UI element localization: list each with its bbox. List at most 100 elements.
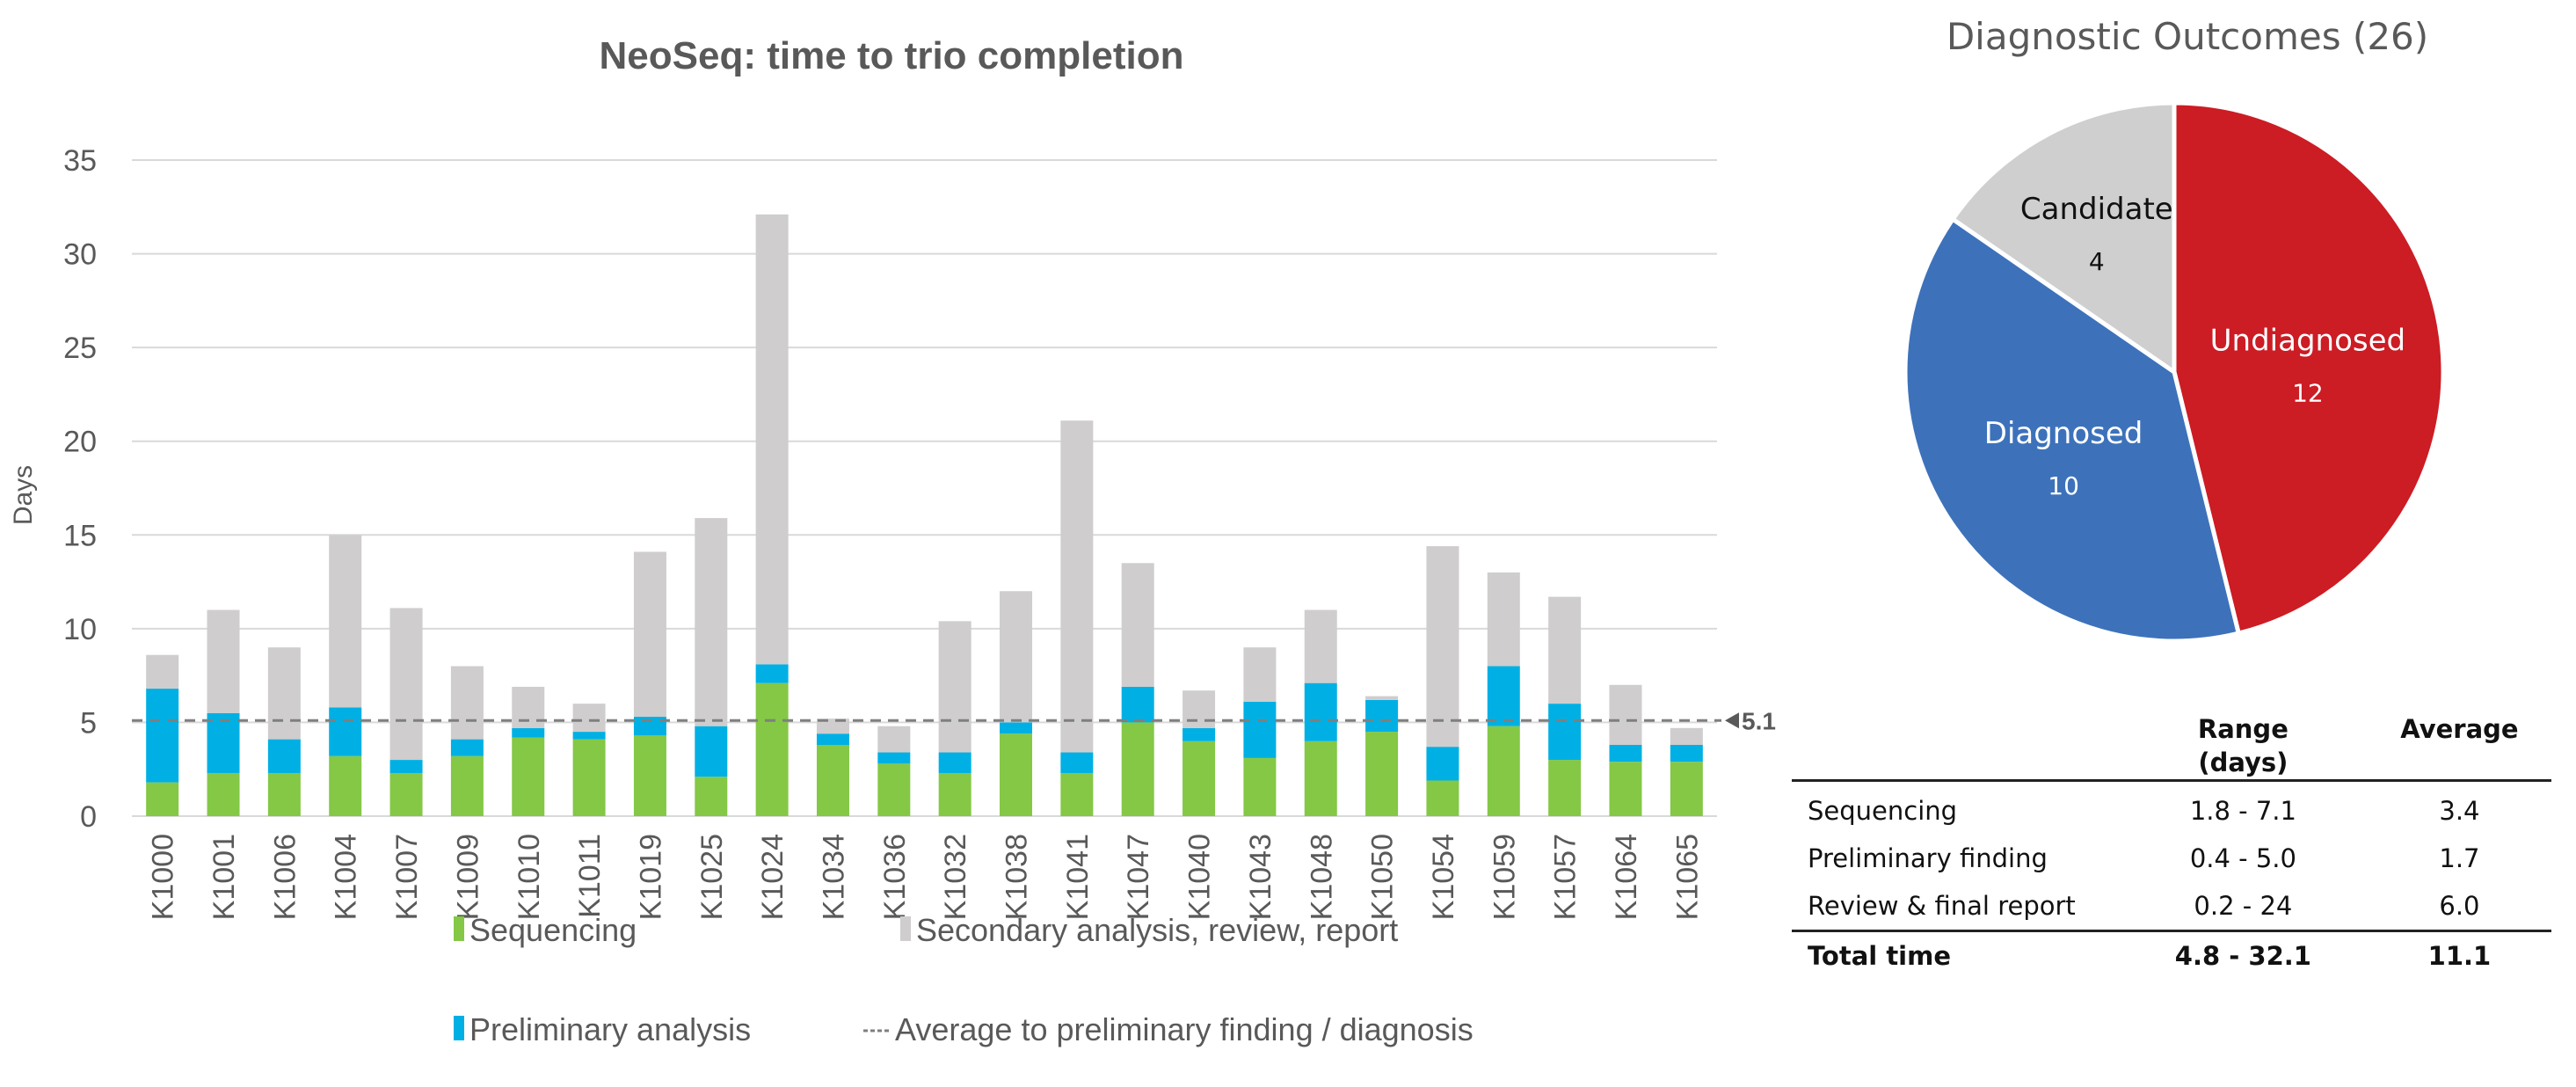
bar-segment-sequencing: [1304, 740, 1337, 816]
average-line: 5.1: [132, 707, 1776, 734]
bar-segment-sequencing: [755, 682, 789, 816]
bar-segment-secondary-analysis-review-report: [1182, 690, 1216, 728]
header-blank: [1792, 712, 2119, 782]
bar-segment-secondary-analysis-review-report: [329, 535, 362, 708]
bar-segment-sequencing: [1487, 726, 1520, 816]
bar-segment-sequencing: [329, 755, 362, 816]
table-row: Sequencing 1.8 - 7.1 3.4: [1792, 781, 2551, 835]
pie-chart: Undiagnosed 12 Diagnosed 10 Candidate 4: [1903, 100, 2446, 644]
x-tick-label: K1065: [1670, 834, 1704, 920]
triangle-marker-icon: [1725, 712, 1739, 729]
y-tick-label: 10: [63, 613, 97, 646]
bar-segment-secondary-analysis-review-report: [1000, 591, 1033, 723]
x-tick-label: K1054: [1427, 834, 1460, 920]
bar-segment-preliminary-analysis: [572, 732, 606, 740]
pie-slice-label: Diagnosed: [1984, 416, 2143, 451]
legend-label: Secondary analysis, review, report: [916, 912, 1398, 948]
bar-segment-sequencing: [877, 763, 911, 816]
bar-segment-secondary-analysis-review-report: [938, 621, 971, 753]
table-row: Preliminary finding 0.4 - 5.0 1.7: [1792, 835, 2551, 882]
bar-segment-preliminary-analysis: [329, 707, 362, 756]
bar-segment-preliminary-analysis: [267, 739, 301, 773]
legend-label: Sequencing: [469, 912, 637, 948]
bar-segment-preliminary-analysis: [877, 752, 911, 764]
bar-segment-secondary-analysis-review-report: [267, 647, 301, 740]
bar-segment-preliminary-analysis: [1426, 747, 1459, 781]
x-tick-label: K1025: [695, 834, 729, 920]
bar-segment-preliminary-analysis: [1365, 699, 1399, 733]
bar-segment-preliminary-analysis: [1487, 666, 1520, 726]
bar-segment-secondary-analysis-review-report: [1609, 684, 1642, 746]
bar-segment-secondary-analysis-review-report: [1548, 596, 1582, 704]
x-axis-labels: K1000 K1001 K1006 K1004 K1007 K1009 K1010 K1011…: [147, 834, 1705, 920]
bar-segment-sequencing: [572, 739, 606, 816]
bar-segment-sequencing: [1243, 757, 1277, 816]
bar-segment-preliminary-analysis: [1121, 686, 1154, 723]
bar-segment-sequencing: [146, 782, 179, 816]
bar-segment-preliminary-analysis: [1670, 745, 1703, 762]
bar-segment-preliminary-analysis: [1609, 745, 1642, 762]
x-tick-label: K1040: [1183, 834, 1217, 920]
bar-segment-preliminary-analysis: [816, 733, 849, 746]
legend-label: Preliminary analysis: [469, 1011, 751, 1047]
bar-segment-sequencing: [1182, 740, 1216, 816]
pie-slice-candidate: [1949, 100, 2177, 376]
legend-label: Average to preliminary finding / diagnos…: [895, 1011, 1474, 1047]
bar-segment-secondary-analysis-review-report: [1487, 572, 1520, 667]
row-range: 0.2 - 24: [2194, 891, 2293, 921]
summary-table: Range (days) Average Sequencing 1.8 - 7.…: [1792, 712, 2551, 980]
bar-segment-preliminary-analysis: [755, 664, 789, 683]
x-tick-label: K1011: [573, 834, 607, 918]
pie-slice-value: 10: [2048, 471, 2079, 500]
bar-segment-preliminary-analysis: [1304, 682, 1337, 741]
bar-segment-preliminary-analysis: [1060, 752, 1094, 773]
x-tick-label: K1032: [939, 834, 972, 920]
bar-segment-secondary-analysis-review-report: [1060, 420, 1094, 753]
bar-segment-secondary-analysis-review-report: [695, 518, 728, 726]
bar-segment-sequencing: [389, 772, 423, 816]
row-range: 0.4 - 5.0: [2189, 843, 2296, 873]
bars: [146, 214, 1703, 816]
x-tick-label: K1034: [817, 834, 850, 920]
x-tick-label: K1043: [1244, 834, 1277, 920]
row-average: 6.0: [2439, 891, 2480, 921]
legend-swatch: [454, 916, 464, 941]
x-tick-label: K1038: [1001, 834, 1034, 920]
bar-segment-secondary-analysis-review-report: [1243, 647, 1277, 702]
y-tick-label: 30: [63, 238, 97, 272]
table-row: Review & final report 0.2 - 24 6.0: [1792, 882, 2551, 931]
bar-segment-sequencing: [1365, 732, 1399, 816]
pie-slice-diagnosed: [1903, 215, 2242, 644]
bar-segment-secondary-analysis-review-report: [572, 704, 606, 733]
pie-slice-undiagnosed: [2172, 100, 2446, 637]
bar-segment-sequencing: [1609, 762, 1642, 816]
row-label: Sequencing: [1808, 796, 1958, 826]
bar-segment-sequencing: [450, 755, 484, 816]
bar-segment-preliminary-analysis: [389, 760, 423, 773]
bar-segment-secondary-analysis-review-report: [1365, 696, 1399, 700]
bar-segment-preliminary-analysis: [1548, 704, 1582, 761]
pie-slice-value: 4: [2089, 247, 2105, 276]
y-tick-label: 0: [80, 800, 97, 834]
x-tick-label: K1047: [1122, 834, 1155, 920]
legend-item: Average to preliminary finding / diagnos…: [863, 1011, 1474, 1047]
legend-item: Sequencing: [454, 912, 637, 948]
x-tick-label: K1059: [1488, 834, 1521, 920]
bar-segment-secondary-analysis-review-report: [816, 719, 849, 734]
x-tick-label: K1064: [1610, 834, 1643, 920]
pie-title: Diagnostic Outcomes (26): [1947, 15, 2428, 58]
bar-segment-sequencing: [207, 772, 240, 816]
bar-segment-sequencing: [1000, 733, 1033, 816]
bar-segment-preliminary-analysis: [1000, 722, 1033, 734]
bar-segment-preliminary-analysis: [146, 689, 179, 783]
bar-segment-sequencing: [1670, 762, 1703, 816]
bar-segment-secondary-analysis-review-report: [450, 666, 484, 740]
bar-segment-preliminary-analysis: [1182, 727, 1216, 741]
y-axis-label: Days: [9, 465, 38, 525]
header-range: Range (days): [2118, 712, 2368, 782]
x-tick-label: K1041: [1061, 834, 1095, 920]
average-value-label: 5.1: [1742, 707, 1776, 734]
bar-segment-secondary-analysis-review-report: [146, 654, 179, 689]
y-tick-label: 20: [63, 426, 97, 459]
